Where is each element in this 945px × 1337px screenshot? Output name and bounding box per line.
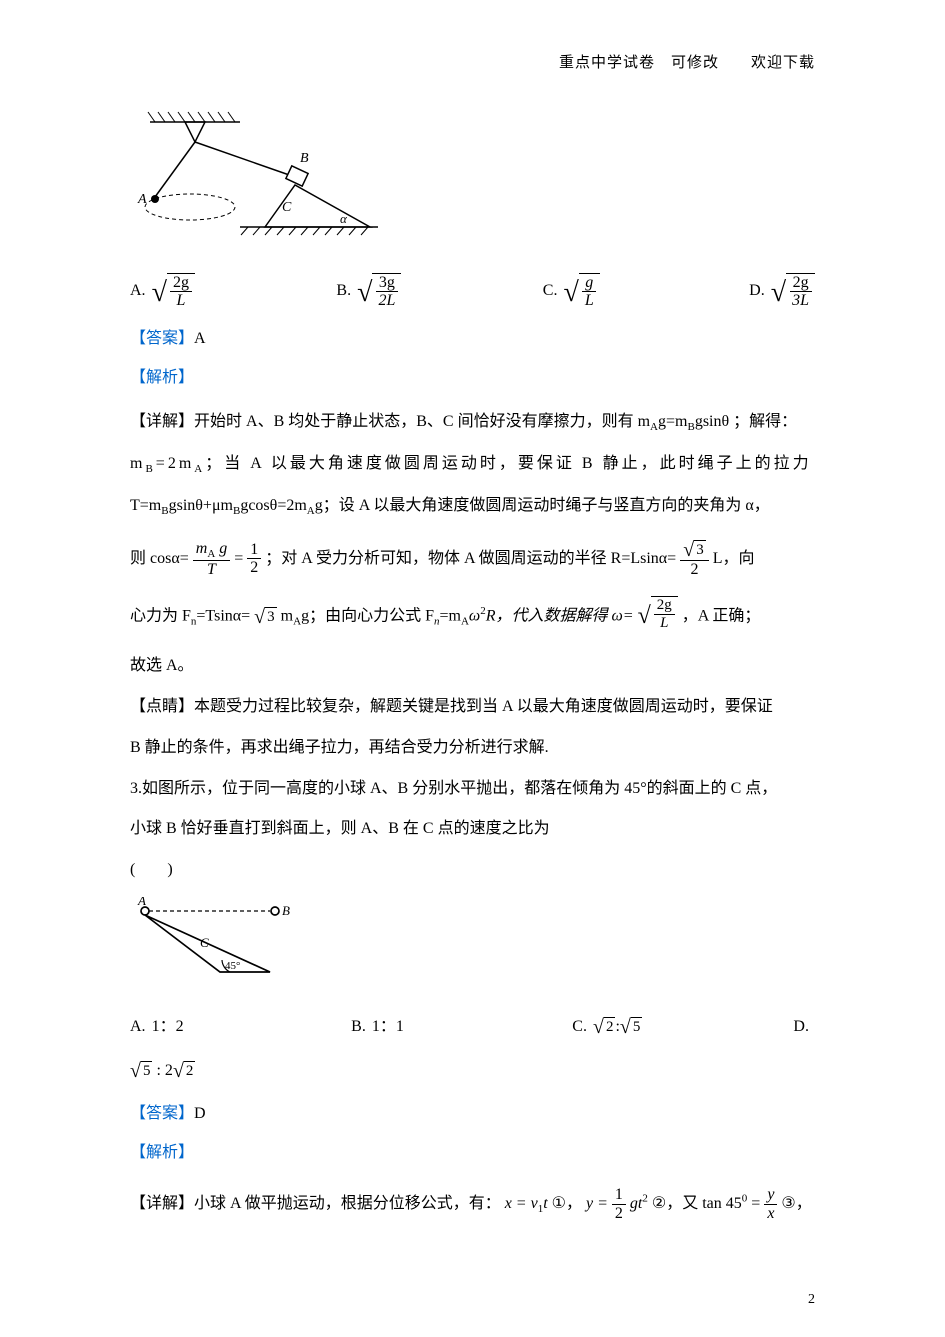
q3-choices: A.1：2 B.1：1 C. √2 : √5 D. xyxy=(130,1013,815,1042)
q3-answer: 【答案】D xyxy=(130,1100,815,1129)
svg-text:C: C xyxy=(200,935,209,950)
q3-detail: 【详解】小球 A 做平抛运动，根据分位移公式，有： x = v1t ①， y =… xyxy=(130,1186,815,1222)
q3-choice-C: C. √2 : √5 xyxy=(572,1013,793,1042)
q2-detail-p5: 心力为 Fn=Tsinα= √3 mAg；由向心力公式 Fn=mAω2R，代入数… xyxy=(130,596,815,634)
figure-q2: A B C α xyxy=(130,107,815,258)
q2-choices: A. √2gL B. √3g2L C. √gL D. √2g3L xyxy=(130,273,815,310)
q2-detail-p6: 故选 A。 xyxy=(130,652,815,681)
q2-answer: 【答案】A xyxy=(130,325,815,354)
q2-choice-B: B. √3g2L xyxy=(336,273,542,310)
page-number: 2 xyxy=(808,1287,815,1312)
q3-analysis-label: 【解析】 xyxy=(130,1139,815,1168)
label-alpha: α xyxy=(340,211,348,226)
q3-choice-A: A.1：2 xyxy=(130,1013,351,1042)
q3-choice-B: B.1：1 xyxy=(351,1013,572,1042)
label-C: C xyxy=(282,200,292,215)
q2-choice-D: D. √2g3L xyxy=(749,273,815,310)
q2-analysis-label: 【解析】 xyxy=(130,364,815,393)
q3-choice-D: D. xyxy=(793,1013,815,1042)
q2-detail-p1: 【详解】开始时 A、B 均处于静止状态，B、C 间恰好没有摩擦力，则有 mAg=… xyxy=(130,408,815,438)
q2-tip-p2: B 静止的条件，再求出绳子拉力，再结合受力分析进行求解. xyxy=(130,734,815,763)
q3-stem3: ( ) xyxy=(130,856,815,885)
page-header: 重点中学试卷 可修改 欢迎下载 xyxy=(130,50,815,77)
q2-detail-p2: mB=2mA；当 A 以最大角速度做圆周运动时，要保证 B 静止，此时绳子上的拉… xyxy=(130,450,815,480)
q2-choice-A: A. √2gL xyxy=(130,273,336,310)
q2-choice-C: C. √gL xyxy=(543,273,749,310)
svg-text:A: A xyxy=(137,897,146,908)
q2-detail-p4: 则 cosα= mA gT = 12 ；对 A 受力分析可知，物体 A 做圆周运… xyxy=(130,540,815,579)
svg-text:45°: 45° xyxy=(225,960,240,972)
q2-tip-p1: 【点睛】本题受力过程比较复杂，解题关键是找到当 A 以最大角速度做圆周运动时，要… xyxy=(130,693,815,722)
figure-q3: A B C 45° xyxy=(130,897,815,998)
q3-stem1: 3.如图所示，位于同一高度的小球 A、B 分别水平抛出，都落在倾角为 45°的斜… xyxy=(130,775,815,804)
svg-text:B: B xyxy=(282,903,290,918)
q3-choice-D-expr: √5 : 2√2 xyxy=(130,1057,815,1086)
label-B: B xyxy=(300,151,309,166)
q3-stem2: 小球 B 恰好垂直打到斜面上，则 A、B 在 C 点的速度之比为 xyxy=(130,815,815,844)
q2-detail-p3: T=mBgsinθ+μmBgcosθ=2mAg；设 A 以最大角速度做圆周运动时… xyxy=(130,492,815,522)
